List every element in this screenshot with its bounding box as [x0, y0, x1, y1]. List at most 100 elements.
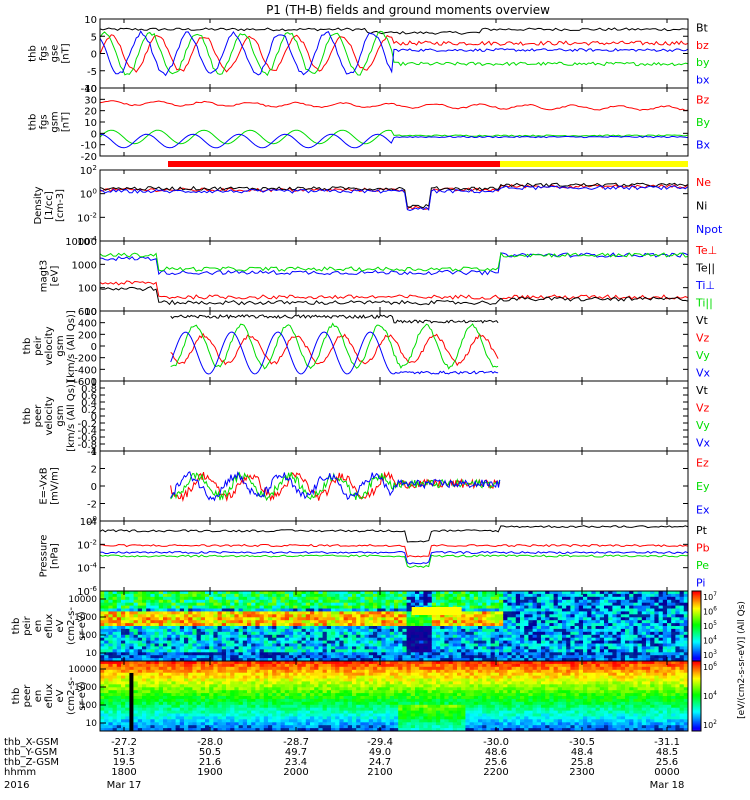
xaxis-row-label: thb_X-GSM — [4, 737, 59, 748]
fgs-gsm-ylabel: fgs — [39, 114, 50, 129]
vy-line — [170, 322, 499, 370]
peer-spectrogram-ylabel: eflux — [44, 684, 55, 709]
fgs-gsm-tick: -20 — [81, 152, 97, 163]
legend-bx: Bx — [696, 139, 711, 152]
colorbar-tick: 104 — [703, 691, 717, 701]
peer-spectrogram-ylabel: (cm2-s- — [66, 677, 77, 715]
fgs-gse-tick: 5 — [91, 32, 97, 43]
peir-spectrogram-ylabel: eflux — [44, 614, 55, 639]
fgs-gsm-frame — [99, 87, 689, 157]
xaxis-tick-label: 25.6 — [656, 757, 678, 768]
legend-bz: bz — [696, 39, 709, 52]
fgs-gse-ylabel: thb — [28, 45, 39, 62]
efield-tick: -4 — [87, 517, 97, 528]
peer-spectrogram-tick: 10000 — [68, 665, 97, 675]
legend-ez: Ez — [696, 457, 709, 470]
peer-velocity-frame — [99, 380, 689, 452]
density-ylabel: [cm-3] — [55, 189, 66, 222]
bz-line — [100, 34, 688, 73]
temperature-ylabel: [eV] — [50, 266, 61, 287]
peer-spectrogram-frame — [99, 660, 689, 732]
peir-velocity-data — [170, 314, 499, 375]
panel-peir-spectrogram: 10 100 1000 10000 thb peir en eflux eV (cm2-s-sr-… — [11, 590, 689, 662]
density-tick: 102 — [80, 163, 97, 177]
npot-line — [100, 185, 688, 212]
legend-npot: Npot — [696, 223, 723, 236]
xaxis-tick-label: 2300 — [569, 767, 594, 778]
peer-spectrogram-ylabel: eV — [55, 689, 66, 702]
xaxis-tick-label: 48.6 — [485, 747, 507, 758]
ni-line — [100, 182, 688, 209]
legend-ne: Ne — [696, 176, 711, 189]
peir-spectrogram-data — [100, 591, 688, 661]
xaxis-tick-label: 0000 — [654, 767, 679, 778]
xaxis-year: 2016 — [4, 780, 29, 791]
xaxis-tick-label: 21.6 — [199, 757, 221, 768]
density-frame — [99, 169, 689, 242]
peer-velocity-tick: 1 — [91, 377, 97, 388]
xaxis-tick-label: 23.4 — [285, 757, 307, 768]
legend-te: Te|| — [695, 261, 715, 274]
ex-line — [170, 471, 501, 502]
xaxis-tick-label: -28.7 — [283, 737, 309, 748]
legend-ex: Ex — [696, 503, 710, 516]
peer-spectrogram-ylabel: peer — [22, 684, 33, 708]
mode-bar — [168, 161, 688, 167]
peir-velocity-ylabel: [km/s (All Qs)] — [66, 310, 77, 382]
peir-velocity-ylabel: gsm — [55, 335, 66, 356]
colorbar-tick: 107 — [703, 592, 717, 602]
ti-line — [100, 251, 688, 272]
bt-line — [100, 27, 688, 35]
fgs-gsm-tick: -10 — [81, 141, 97, 152]
peir-velocity-tick: -200 — [74, 354, 97, 365]
pressure-tick: 10-2 — [77, 537, 97, 551]
xaxis-tick-label: 49.7 — [285, 747, 307, 758]
legend-vy: Vy — [696, 349, 710, 362]
fgs-gse-ylabel: [nT] — [61, 43, 72, 63]
colorbar: 103 104 105 106 107 102 104 106 [eV/(cm2-s-sr-eV… — [691, 590, 747, 732]
xaxis-tick-label: 25.6 — [485, 757, 507, 768]
colorbar-tick: 105 — [703, 621, 717, 631]
density-tick: 10-2 — [77, 210, 97, 224]
x-axis: thb_X-GSM -27.2 -28.0 -28.7 -29.4 -30.0 -30.5 -… — [4, 737, 684, 791]
xaxis-tick-label: 49.0 — [369, 747, 391, 758]
fgs-gse-tick: -10 — [81, 84, 97, 95]
peir-spectrogram-ylabel: eV — [55, 619, 66, 632]
peer-velocity-tick: -0.8 — [77, 440, 97, 451]
bx-line — [100, 30, 688, 77]
xaxis-tick-label: 2200 — [483, 767, 508, 778]
peir-velocity-ylabel: thb — [22, 338, 33, 355]
peir-velocity-ylabel: velocity — [44, 326, 55, 365]
legend-vy: Vy — [696, 419, 710, 432]
peir-spectrogram-ylabel: en — [33, 620, 44, 633]
plot-title: P1 (TH-B) fields and ground moments over… — [266, 3, 550, 17]
panel-fgs-gse: -10 -5 0 5 10 Bt bz by bx thb fgs gse [nT] — [28, 15, 710, 95]
legend-pe: Pe — [696, 559, 709, 572]
peer-velocity-tick: 0.8 — [81, 384, 97, 395]
peir-spectrogram-tick: 10 — [86, 649, 98, 659]
colorbar-tick: 106 — [703, 662, 717, 672]
temperature-tick: 10 — [84, 307, 97, 318]
ez-line — [170, 471, 501, 503]
density-ylabel: [1/cc] — [44, 191, 55, 220]
fgs-gse-tick: 0 — [91, 50, 97, 61]
fgs-gsm-ylabel: [nT] — [61, 112, 72, 132]
pressure-tick: 10-4 — [77, 561, 97, 575]
colorbar-tick: 102 — [703, 720, 717, 730]
by-line — [100, 30, 688, 77]
xaxis-tick-label: 2100 — [367, 767, 392, 778]
efield-tick: 4 — [91, 447, 97, 458]
pt-line — [100, 525, 688, 543]
legend-pt: Pt — [696, 524, 708, 537]
peer-velocity-ylabel: velocity — [44, 396, 55, 435]
density-tick: 100 — [80, 187, 98, 201]
peer-spectrogram-tick: 10 — [86, 719, 98, 729]
bz-line — [100, 100, 688, 112]
temperature-tick: 1000 — [72, 260, 97, 271]
density-data — [100, 182, 688, 212]
fgs-gsm-tick: 20 — [84, 107, 97, 118]
